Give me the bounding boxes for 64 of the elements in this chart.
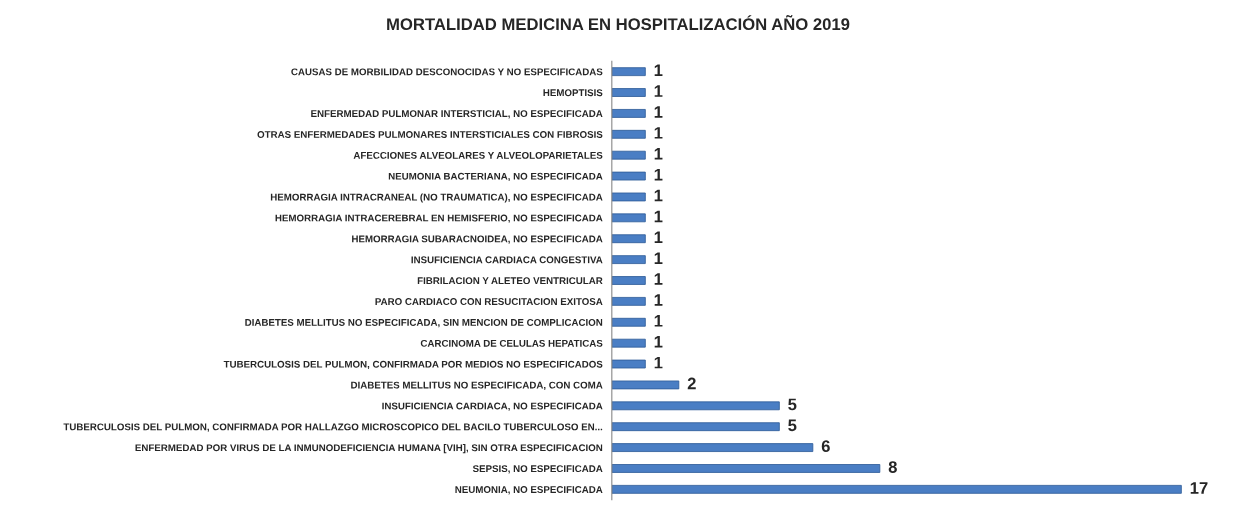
- y-tick-label: DIABETES MELLITUS NO ESPECIFICADA, SIN MENCION DE COMPLICACION: [245, 319, 603, 328]
- y-tick-label: OTRAS ENFERMEDADES PULMONARES INTERSTICIALES CON FIBROSIS: [257, 131, 603, 138]
- bar: [611, 109, 646, 118]
- data-label: 8: [888, 461, 897, 473]
- data-label: 6: [821, 440, 830, 453]
- y-tick-label: AFECCIONES ALVEOLARES Y ALVEOLOPARIETALES: [353, 151, 603, 159]
- y-tick-label: FIBRILACION Y ALETEO VENTRICULAR: [417, 277, 603, 285]
- data-label: 1: [654, 106, 663, 118]
- bar: [611, 67, 646, 77]
- y-tick-label: DIABETES MELLITUS NO ESPECIFICADA, CON COMA: [351, 381, 603, 390]
- bar: [611, 129, 646, 139]
- bar: [611, 171, 646, 181]
- bar: [611, 255, 646, 264]
- y-tick-label: SEPSIS, NO ESPECIFICADA: [472, 465, 603, 474]
- data-label: 1: [654, 231, 663, 244]
- y-tick-label: NEUMONIA BACTERIANA, NO ESPECIFICADA: [388, 172, 603, 182]
- y-tick-label: TUBERCULOSIS DEL PULMON, CONFIRMADA POR HALLAZGO MICROSCOPICO DEL BACILO TUBERCULOSO EN...: [63, 423, 603, 432]
- data-label: 1: [654, 64, 663, 76]
- data-label: 1: [654, 273, 663, 285]
- data-label: 17: [1190, 482, 1208, 494]
- y-tick-label: INSUFICIENCIA CARDIACA, NO ESPECIFICADA: [382, 402, 603, 411]
- y-tick-label: CAUSAS DE MORBILIDAD DESCONOCIDAS Y NO ESPECIFICADAS: [291, 68, 603, 76]
- bar: [611, 443, 814, 452]
- data-label: 1: [654, 336, 663, 348]
- y-tick-label: NEUMONIA, NO ESPECIFICADA: [455, 486, 603, 495]
- y-tick-label: INSUFICIENCIA CARDIACA CONGESTIVA: [411, 256, 603, 264]
- chart-title: MORTALIDAD MEDICINA EN HOSPITALIZACIÓN AÑO 2019: [387, 15, 850, 31]
- bar: [611, 297, 646, 306]
- y-tick-label: HEMOPTISIS: [543, 89, 603, 97]
- y-tick-label: ENFERMEDAD PULMONAR INTERSTICIAL, NO ESPECIFICADA: [311, 110, 603, 119]
- bar: [611, 359, 646, 369]
- bar: [611, 88, 646, 97]
- data-label: 1: [654, 127, 663, 139]
- data-label: 1: [654, 189, 663, 202]
- data-label: 5: [788, 398, 797, 411]
- data-label: 1: [654, 315, 663, 327]
- data-label: 1: [654, 294, 663, 306]
- data-label: 1: [654, 210, 663, 223]
- y-tick-label: HEMORRAGIA SUBARACNOIDEA, NO ESPECIFICADA: [352, 235, 603, 244]
- bar: [611, 234, 646, 244]
- bar: [611, 338, 646, 348]
- bar: [611, 213, 646, 223]
- bar: [611, 150, 646, 160]
- data-label: 1: [654, 168, 663, 181]
- data-label: 1: [654, 85, 663, 97]
- data-label: 1: [654, 356, 663, 369]
- bar: [611, 401, 780, 411]
- bar: [611, 422, 780, 432]
- data-label: 1: [654, 252, 663, 264]
- data-label: 2: [687, 377, 696, 390]
- bar: [611, 317, 646, 327]
- y-tick-label: HEMORRAGIA INTRACRANEAL (NO TRAUMATICA), NO ESPECIFICADA: [270, 193, 603, 203]
- y-tick-label: PARO CARDIACO CON RESUCITACION EXITOSA: [375, 298, 603, 305]
- bar: [611, 192, 646, 202]
- bar: [611, 464, 881, 473]
- bar: [611, 380, 680, 390]
- data-label: 5: [788, 419, 797, 432]
- bar: [611, 484, 1182, 494]
- y-tick-label: TUBERCULOSIS DEL PULMON, CONFIRMADA POR MEDIOS NO ESPECIFICADOS: [223, 360, 603, 370]
- y-tick-label: ENFERMEDAD POR VIRUS DE LA INMUNODEFICIENCIA HUMANA [VIH], SIN OTRA ESPECIFICACION: [135, 444, 603, 454]
- data-label: 1: [654, 148, 663, 160]
- bar: [611, 276, 646, 285]
- y-tick-label: HEMORRAGIA INTRACEREBRAL EN HEMISFERIO, NO ESPECIFICADA: [275, 214, 603, 223]
- y-tick-label: CARCINOMA DE CELULAS HEPATICAS: [420, 339, 603, 347]
